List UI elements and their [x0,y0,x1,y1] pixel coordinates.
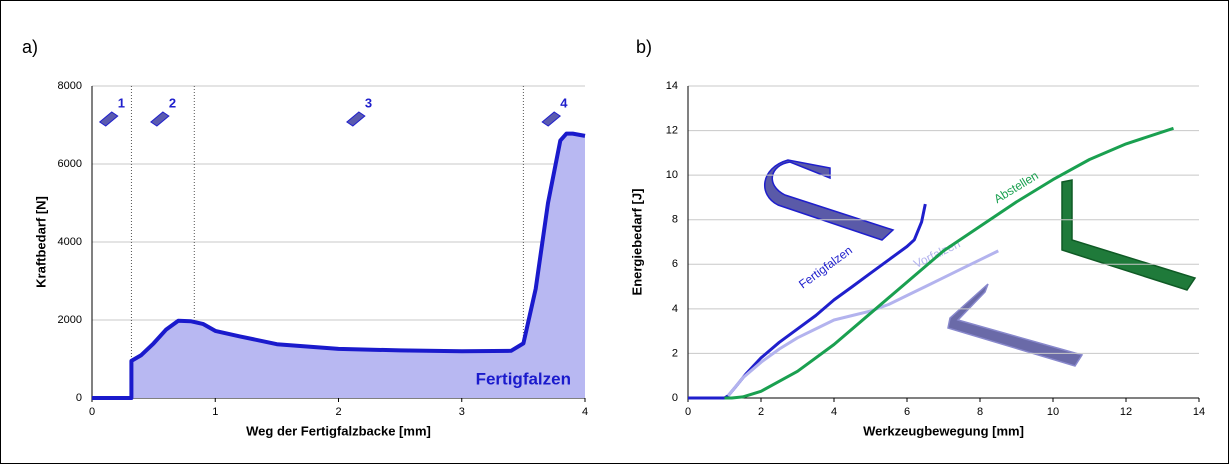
phase-icon [541,111,562,127]
y-tick-label: 4 [672,303,678,315]
y-tick-label: 0 [76,392,82,404]
y-tick-label: 10 [666,169,678,181]
phase-icon [150,111,170,127]
chart-panel: a) 0 2000 4000 6000 8000 0 1 2 3 4 Weg der Fertigfa… [22,37,588,439]
line [726,249,999,397]
line [724,126,1174,400]
y-tick-label: 8000 [58,80,82,92]
x-tick-label: 2 [758,406,764,418]
panel-label: a) [22,37,38,57]
phase-icon [98,111,119,127]
y-tick-label: 6 [672,258,678,270]
y-tick-label: 6000 [58,158,82,170]
x-tick-label: 0 [685,406,691,418]
phase-label: 4 [560,95,568,110]
y-tick-label: 0 [672,392,678,404]
x-tick-label: 10 [1047,406,1059,418]
phase-label: 3 [365,95,372,110]
y-tick-label: 4000 [58,236,82,248]
panel-label: b) [636,37,652,57]
x-tick-label: 4 [831,406,837,418]
y-tick-label: 2000 [58,314,82,326]
y-axis-label: Kraftbedarf [N] [33,196,48,288]
x-axis-label: Weg der Fertigfalzbacke [mm] [246,423,431,438]
y-tick-label: 14 [666,80,678,92]
profile-vorfalzen [947,283,1084,367]
x-tick-label: 3 [459,406,465,418]
y-tick-label: 8 [672,214,678,226]
phase-label: 2 [169,95,176,110]
profile-abstellen [1061,179,1197,291]
line [92,131,586,400]
phase-icon [346,111,366,127]
phase-label: 1 [118,95,125,110]
x-tick-label: 8 [977,406,983,418]
x-tick-label: 0 [89,406,95,418]
x-axis-label: Werkzeugbewegung [mm] [863,423,1024,438]
x-tick-label: 12 [1120,406,1132,418]
x-tick-label: 2 [335,406,341,418]
x-tick-label: 4 [582,406,588,418]
series-label: Fertigfalzen [476,369,571,388]
y-tick-label: 2 [672,347,678,359]
x-tick-label: 6 [904,406,910,418]
y-tick-label: 12 [666,124,678,136]
y-axis-label: Energiebedarf [J] [629,189,644,296]
x-tick-label: 1 [212,406,218,418]
x-tick-label: 14 [1193,406,1205,418]
